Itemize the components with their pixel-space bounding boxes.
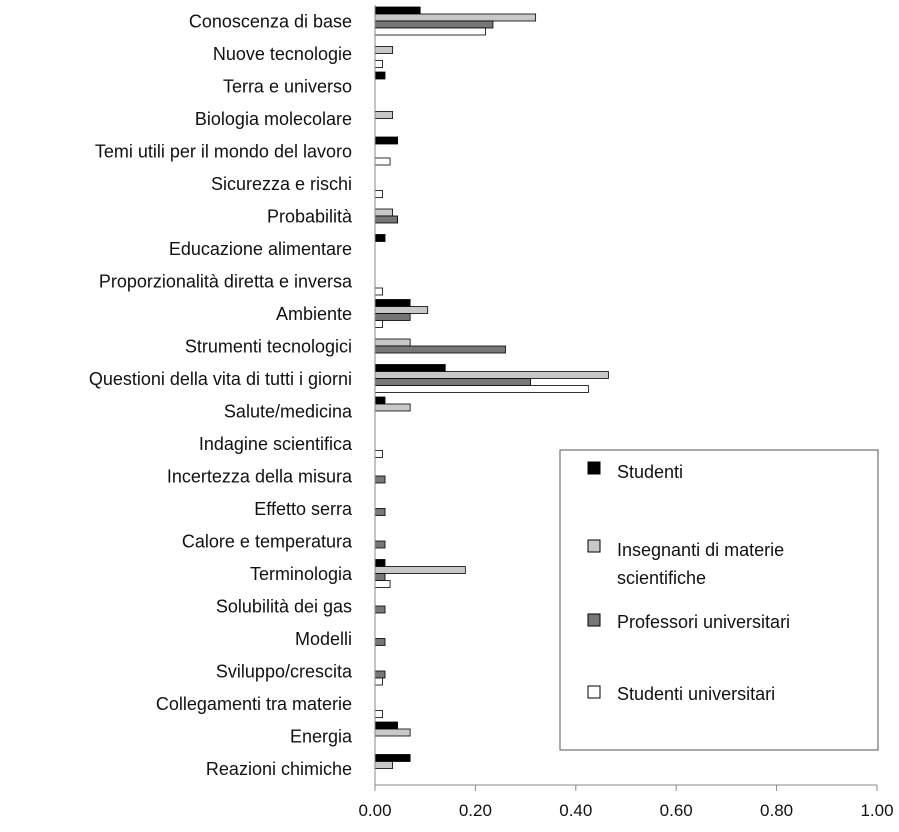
category-label: Collegamenti tra materie [156, 694, 352, 714]
legend-box [559, 449, 879, 751]
bar-1-5 [374, 136, 398, 145]
bar-4-6 [374, 190, 383, 198]
bar-1-3 [374, 71, 386, 80]
bar-3-20 [374, 638, 386, 646]
bar-2-13 [374, 403, 411, 412]
category-label: Conoscenza di base [189, 11, 352, 31]
bar-3-18 [374, 573, 386, 581]
legend-label-3: Professori universitari [617, 612, 790, 632]
x-tick-label: 0.40 [559, 801, 592, 820]
legend-swatch-3 [587, 613, 601, 627]
legend-swatch-2 [587, 539, 601, 553]
category-label: Ambiente [276, 304, 352, 324]
legend-label-2: Insegnanti di materie scientifiche [617, 540, 784, 588]
bar-1-23 [374, 721, 398, 730]
bar-3-12 [374, 378, 532, 386]
bar-4-18 [374, 580, 391, 588]
bar-2-7 [374, 208, 393, 217]
category-label: Calore e temperatura [182, 531, 353, 551]
legend: Studenti Insegnanti di materie scientifich… [559, 449, 879, 751]
bar-2-1 [374, 13, 537, 22]
bar-1-18 [374, 559, 386, 567]
x-tick-label: 0.60 [660, 801, 693, 820]
bar-1-8 [374, 234, 386, 242]
bar-4-9 [374, 287, 383, 296]
bar-1-24 [374, 754, 411, 762]
category-label: Terminologia [250, 564, 353, 584]
bar-3-16 [374, 508, 386, 516]
legend-swatch-4 [587, 685, 601, 699]
x-axis-ticks: 0.00 0.20 0.40 0.60 0.80 1.00 [358, 785, 894, 820]
bar-2-4 [374, 111, 393, 119]
category-label: Strumenti tecnologici [185, 336, 352, 356]
bar-4-2 [374, 60, 383, 68]
legend-swatch-1 [587, 461, 601, 475]
bar-4-12 [374, 385, 589, 393]
bar-3-15 [374, 475, 386, 484]
category-label: Energia [290, 726, 353, 746]
category-label: Effetto serra [254, 499, 353, 519]
category-label: Terra e universo [223, 76, 352, 96]
bar-4-5 [374, 157, 391, 166]
category-label: Incertezza della misura [167, 466, 353, 486]
bar-2-10 [374, 306, 429, 314]
bar-2-18 [374, 566, 466, 574]
bar-1-13 [374, 396, 386, 405]
category-label: Temi utili per il mondo del lavoro [95, 141, 352, 161]
bar-1-12 [374, 364, 446, 372]
category-label: Solubilità dei gas [216, 596, 352, 616]
bar-1-10 [374, 299, 411, 307]
bar-2-23 [374, 728, 411, 737]
x-tick-label: 0.80 [760, 801, 793, 820]
category-label: Educazione alimentare [169, 239, 352, 259]
bar-4-21 [374, 677, 383, 686]
bar-3-21 [374, 670, 386, 679]
x-tick-label: 0.20 [459, 801, 492, 820]
category-label: Nuove tecnologie [213, 44, 352, 64]
bar-2-11 [374, 338, 411, 347]
bar-3-17 [374, 540, 386, 549]
category-labels: Conoscenza di base Nuove tecnologie Terra … [89, 11, 353, 779]
category-label: Questioni della vita di tutti i giorni [89, 369, 352, 389]
bar-2-2 [374, 46, 393, 54]
bar-3-10 [374, 313, 411, 321]
legend-label-4: Studenti universitari [617, 684, 775, 704]
bar-2-12 [374, 371, 609, 379]
bar-4-14 [374, 450, 383, 458]
category-label: Probabilità [267, 206, 353, 226]
legend-label-1: Studenti [617, 462, 683, 482]
x-tick-label: 1.00 [860, 801, 893, 820]
bar-3-1 [374, 20, 494, 29]
bar-3-19 [374, 605, 386, 614]
bar-3-7 [374, 215, 398, 224]
category-label: Biologia molecolare [195, 109, 352, 129]
bar-4-1 [374, 27, 486, 36]
category-label: Modelli [295, 629, 352, 649]
category-label: Indagine scientifica [199, 434, 353, 454]
category-label: Sviluppo/crescita [216, 661, 353, 681]
bar-4-22 [374, 710, 383, 718]
x-tick-label: 0.00 [358, 801, 391, 820]
category-label: Reazioni chimiche [206, 759, 352, 779]
bar-1-1 [374, 6, 421, 15]
bar-3-11 [374, 345, 506, 354]
bar-2-24 [374, 761, 393, 769]
category-label: Proporzionalità diretta e inversa [99, 271, 353, 291]
bar-4-10 [374, 320, 383, 328]
category-label: Sicurezza e rischi [211, 174, 352, 194]
category-label: Salute/medicina [224, 401, 353, 421]
